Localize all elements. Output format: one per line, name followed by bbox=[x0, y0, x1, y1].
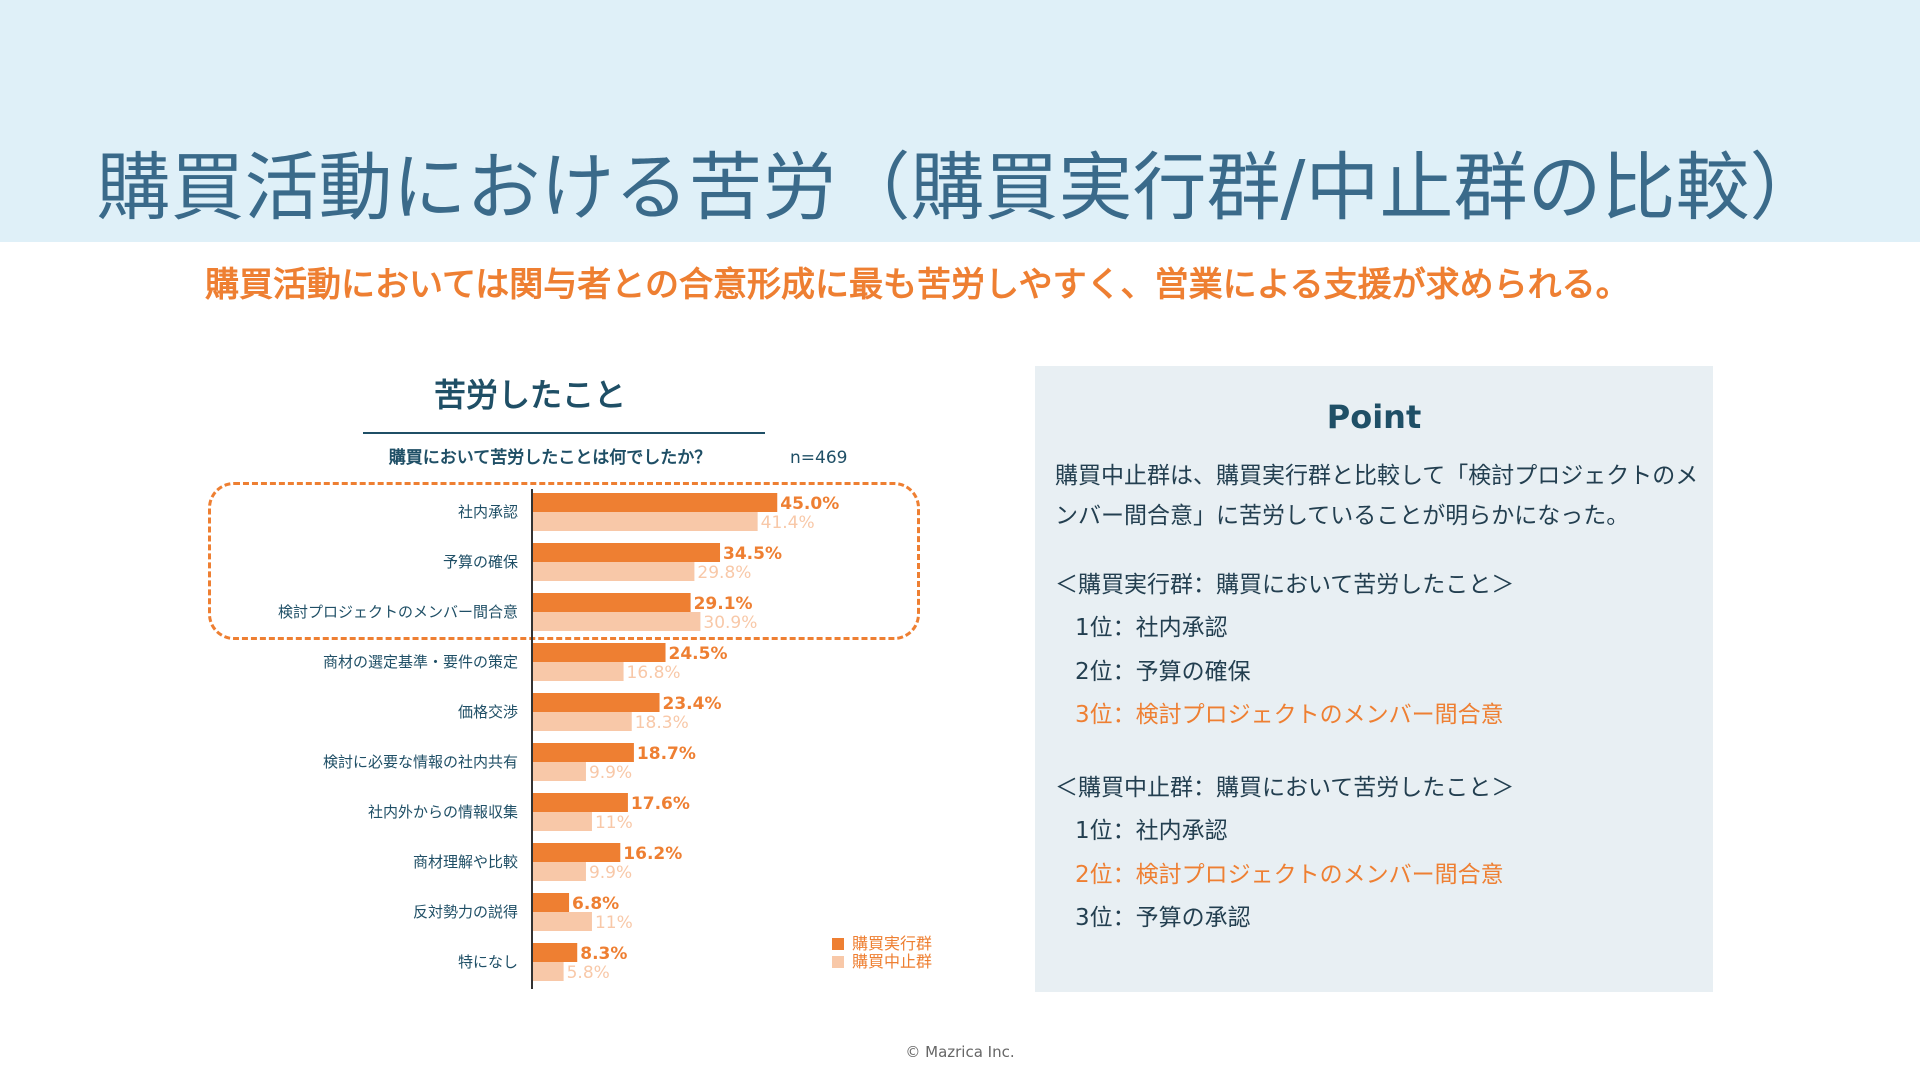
sample-size-label: n=469 bbox=[790, 448, 848, 468]
legend-swatch-series1 bbox=[832, 938, 844, 950]
group1-rank-2: 2位：予算の確保 bbox=[1075, 659, 1251, 685]
data-label-series2: 5.8% bbox=[567, 963, 610, 983]
lead-message: 購買活動においては関与者との合意形成に最も苦労しやすく、営業による支援が求められ… bbox=[205, 265, 1630, 305]
bar-series1 bbox=[532, 843, 621, 862]
bar-series1 bbox=[532, 943, 578, 962]
bar-series2 bbox=[532, 812, 592, 831]
category-label: 検討に必要な情報の社内共有 bbox=[323, 753, 518, 771]
bar-series2 bbox=[532, 862, 586, 881]
legend-swatch-series2 bbox=[832, 956, 844, 968]
header-band bbox=[0, 0, 1920, 242]
bar-series2 bbox=[532, 562, 695, 581]
group2-rank-3: 3位：予算の承認 bbox=[1075, 905, 1251, 931]
point-panel: Point 購買中止群は、購買実行群と比較して「検討プロジェクトのメンバー間合意… bbox=[1035, 366, 1713, 992]
data-label-series1: 8.3% bbox=[580, 944, 627, 964]
bar-series2 bbox=[532, 912, 592, 931]
bar-series1 bbox=[532, 543, 721, 562]
data-label-series2: 18.3% bbox=[635, 713, 689, 733]
chart-title-rule bbox=[363, 432, 765, 434]
data-label-series2: 41.4% bbox=[761, 513, 815, 533]
data-label-series1: 45.0% bbox=[780, 494, 839, 514]
bar-series2 bbox=[532, 612, 701, 631]
category-label: 反対勢力の説得 bbox=[413, 903, 518, 921]
point-title: Point bbox=[1326, 398, 1422, 436]
data-label-series2: 30.9% bbox=[703, 613, 757, 633]
bar-series1 bbox=[532, 493, 778, 512]
point-description: 購買中止群は、購買実行群と比較して「検討プロジェクトのメンバー間合意」に苦労して… bbox=[1055, 463, 1699, 529]
bar-series2 bbox=[532, 712, 632, 731]
group1-rank-1: 1位：社内承認 bbox=[1075, 615, 1228, 641]
chart-legend: 購買実行群 購買中止群 bbox=[832, 935, 932, 971]
legend-item-series1: 購買実行群 bbox=[832, 935, 932, 953]
data-label-series2: 9.9% bbox=[589, 863, 632, 883]
data-label-series2: 11% bbox=[595, 813, 633, 833]
category-label: 検討プロジェクトのメンバー間合意 bbox=[278, 603, 518, 621]
bar-series1 bbox=[532, 743, 634, 762]
data-label-series1: 18.7% bbox=[637, 744, 696, 764]
data-label-series2: 29.8% bbox=[697, 563, 751, 583]
group2-rank-2: 2位：検討プロジェクトのメンバー間合意 bbox=[1075, 862, 1504, 888]
chart-subtitle: 購買において苦労したことは何でしたか？ bbox=[388, 448, 712, 468]
data-label-series1: 23.4% bbox=[663, 694, 722, 714]
group1-heading: ＜購買実行群：購買において苦労したこと＞ bbox=[1055, 572, 1515, 598]
highlight-box bbox=[208, 482, 920, 640]
group2-heading: ＜購買中止群：購買において苦労したこと＞ bbox=[1055, 775, 1515, 801]
category-label: 社内外からの情報収集 bbox=[368, 803, 518, 821]
bar-series1 bbox=[532, 643, 666, 662]
bar-series2 bbox=[532, 762, 586, 781]
data-label-series1: 17.6% bbox=[631, 794, 690, 814]
legend-label-series1: 購買実行群 bbox=[852, 934, 933, 953]
data-label-series1: 34.5% bbox=[723, 544, 782, 564]
category-label: 商材の選定基準・要件の策定 bbox=[323, 653, 518, 671]
category-label: 予算の確保 bbox=[443, 553, 518, 571]
bar-series1 bbox=[532, 793, 628, 812]
data-label-series1: 24.5% bbox=[669, 644, 728, 664]
data-label-series1: 6.8% bbox=[572, 894, 619, 914]
chart-title: 苦労したこと bbox=[433, 376, 626, 414]
bar-series2 bbox=[532, 662, 624, 681]
data-label-series2: 9.9% bbox=[589, 763, 632, 783]
data-label-series1: 29.1% bbox=[694, 594, 753, 614]
category-label: 社内承認 bbox=[458, 503, 518, 521]
copyright: © Mazrica Inc. bbox=[905, 1043, 1015, 1061]
bar-series2 bbox=[532, 512, 758, 531]
legend-item-series2: 購買中止群 bbox=[832, 953, 932, 971]
page-title: 購買活動における苦労（購買実行群/中止群の比較） bbox=[96, 145, 1824, 231]
data-label-series2: 16.8% bbox=[627, 663, 681, 683]
bar-series2 bbox=[532, 962, 564, 981]
bar-series1 bbox=[532, 593, 691, 612]
group2-rank-1: 1位：社内承認 bbox=[1075, 818, 1228, 844]
bar-series1 bbox=[532, 893, 570, 912]
group1-rank-3: 3位：検討プロジェクトのメンバー間合意 bbox=[1075, 702, 1504, 728]
data-label-series2: 11% bbox=[595, 913, 633, 933]
bar-series1 bbox=[532, 693, 660, 712]
category-label: 商材理解や比較 bbox=[413, 853, 518, 871]
data-label-series1: 16.2% bbox=[623, 844, 682, 864]
legend-label-series2: 購買中止群 bbox=[852, 952, 933, 971]
category-label: 価格交渉 bbox=[458, 703, 518, 721]
category-label: 特になし bbox=[458, 953, 518, 971]
